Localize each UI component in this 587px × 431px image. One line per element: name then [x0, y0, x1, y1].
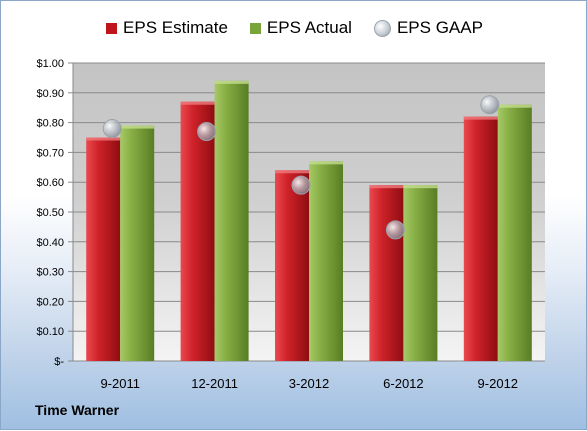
gaap-markers	[102, 95, 500, 240]
x-axis-ticks: 9-2011 12-2011 3-2012 6-2012 9-2012	[100, 376, 518, 391]
gaap-marker	[480, 95, 500, 115]
y-tick-label: $0.40	[36, 237, 64, 249]
y-tick-label: $0.90	[36, 88, 64, 100]
y-tick-label: $1.00	[36, 58, 64, 70]
legend: EPS Estimate EPS Actual EPS GAAP	[1, 18, 587, 38]
x-tick-label: 3-2012	[289, 376, 329, 391]
y-tick-label: $0.50	[36, 207, 64, 219]
bar-eps-actual	[497, 104, 532, 361]
gaap-marker	[291, 175, 311, 195]
bar-eps-estimate	[275, 170, 309, 361]
company-name: Time Warner	[35, 402, 120, 418]
bar-eps-actual	[214, 80, 249, 361]
y-tick-label: $0.20	[36, 296, 64, 308]
y-tick-label: $0.80	[36, 118, 64, 130]
bar-eps-estimate	[463, 116, 498, 361]
red-square-icon	[106, 22, 118, 34]
bar-eps-estimate-cap	[86, 137, 121, 141]
y-tick-label: $0.10	[36, 326, 64, 338]
bar-eps-actual	[403, 185, 438, 361]
bar-eps-actual-cap	[497, 104, 532, 108]
bar-eps-estimate	[86, 137, 121, 361]
legend-item-estimate: EPS Estimate	[106, 18, 228, 38]
bar-eps-actual	[309, 161, 343, 361]
y-tick-label: $-	[54, 356, 64, 368]
y-tick-label: $0.60	[36, 177, 64, 189]
legend-item-actual: EPS Actual	[249, 18, 352, 38]
gaap-marker	[102, 119, 122, 139]
bar-eps-actual-cap	[403, 185, 438, 189]
x-tick-label: 12-2011	[191, 376, 238, 391]
x-tick-label: 9-2011	[100, 376, 140, 391]
bar-eps-actual-cap	[214, 80, 249, 84]
bar-eps-estimate	[180, 101, 215, 362]
legend-item-gaap: EPS GAAP	[373, 18, 483, 38]
x-tick-label: 9-2012	[478, 376, 518, 391]
bar-eps-actual	[120, 125, 155, 361]
legend-label-estimate: EPS Estimate	[123, 18, 228, 37]
bar-eps-estimate-cap	[369, 185, 404, 189]
bar-eps-estimate	[369, 185, 404, 361]
bar-eps-estimate-cap	[463, 116, 498, 120]
gaap-marker	[197, 122, 217, 142]
y-tick-label: $0.30	[36, 267, 64, 279]
legend-label-actual: EPS Actual	[266, 18, 352, 37]
bar-eps-estimate-cap	[180, 101, 215, 105]
gaap-marker	[385, 220, 405, 240]
bar-eps-actual-cap	[120, 125, 155, 129]
y-tick-label: $0.70	[36, 147, 64, 159]
bar-eps-estimate-cap	[275, 170, 309, 174]
y-axis-ticks: $- $0.10 $0.20 $0.30 $0.40 $0.50 $0.60 $0.70 $0.…	[36, 58, 64, 368]
green-square-icon	[249, 22, 261, 34]
x-tick-label: 6-2012	[383, 376, 423, 391]
bars	[86, 80, 532, 362]
gray-sphere-icon	[373, 19, 391, 37]
legend-label-gaap: EPS GAAP	[396, 18, 483, 37]
bar-eps-actual-cap	[309, 161, 343, 165]
